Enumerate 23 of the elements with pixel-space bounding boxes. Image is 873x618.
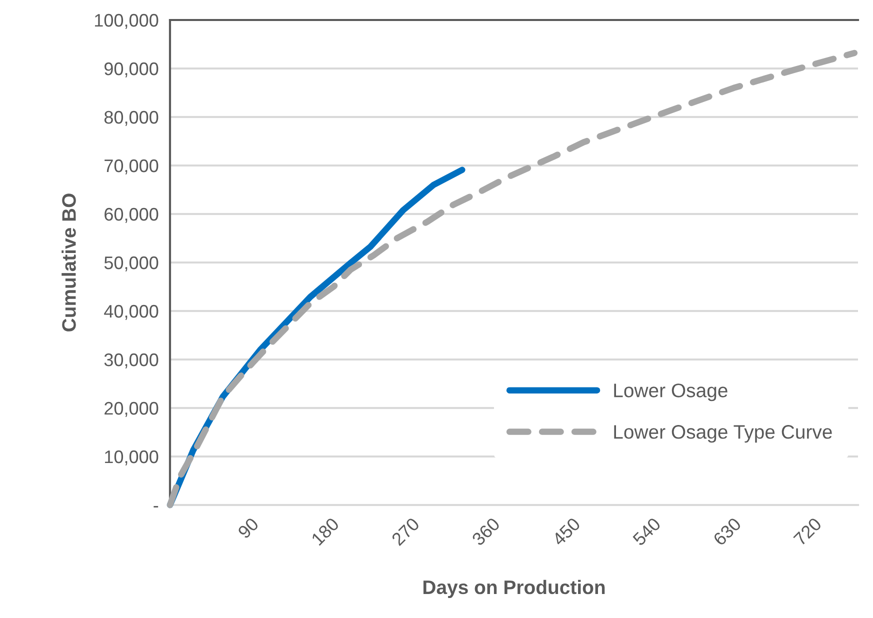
x-axis-title: Days on Production (423, 580, 605, 598)
x-tick-label: 540 (632, 516, 662, 546)
y-tick-label: 60,000 (104, 208, 158, 223)
y-tick-label: 90,000 (104, 62, 158, 78)
y-tick-label: 10,000 (105, 450, 158, 466)
y-axis-title: Cumulative BO (62, 194, 76, 332)
legend-label: Lower Osage Type Curve (614, 425, 832, 443)
x-tick-label: 90 (237, 516, 260, 540)
y-tick-label: - (154, 506, 158, 508)
y-tick-label: 70,000 (104, 159, 158, 174)
x-tick-label: 450 (551, 516, 581, 546)
y-tick-label: 80,000 (104, 110, 158, 126)
y-tick-label: 40,000 (104, 304, 158, 320)
y-tick-label: 100,000 (95, 14, 158, 29)
y-tick-label: 20,000 (104, 402, 158, 417)
x-tick-label: 180 (310, 516, 340, 546)
x-tick-label: 360 (471, 516, 501, 546)
y-tick-label: 50,000 (104, 256, 158, 272)
x-tick-label: 270 (390, 516, 420, 546)
x-tick-label: 630 (712, 516, 742, 546)
legend-label: Lower Osage (614, 384, 728, 402)
x-tick-label: 720 (793, 516, 822, 546)
y-tick-label: 30,000 (104, 353, 158, 368)
